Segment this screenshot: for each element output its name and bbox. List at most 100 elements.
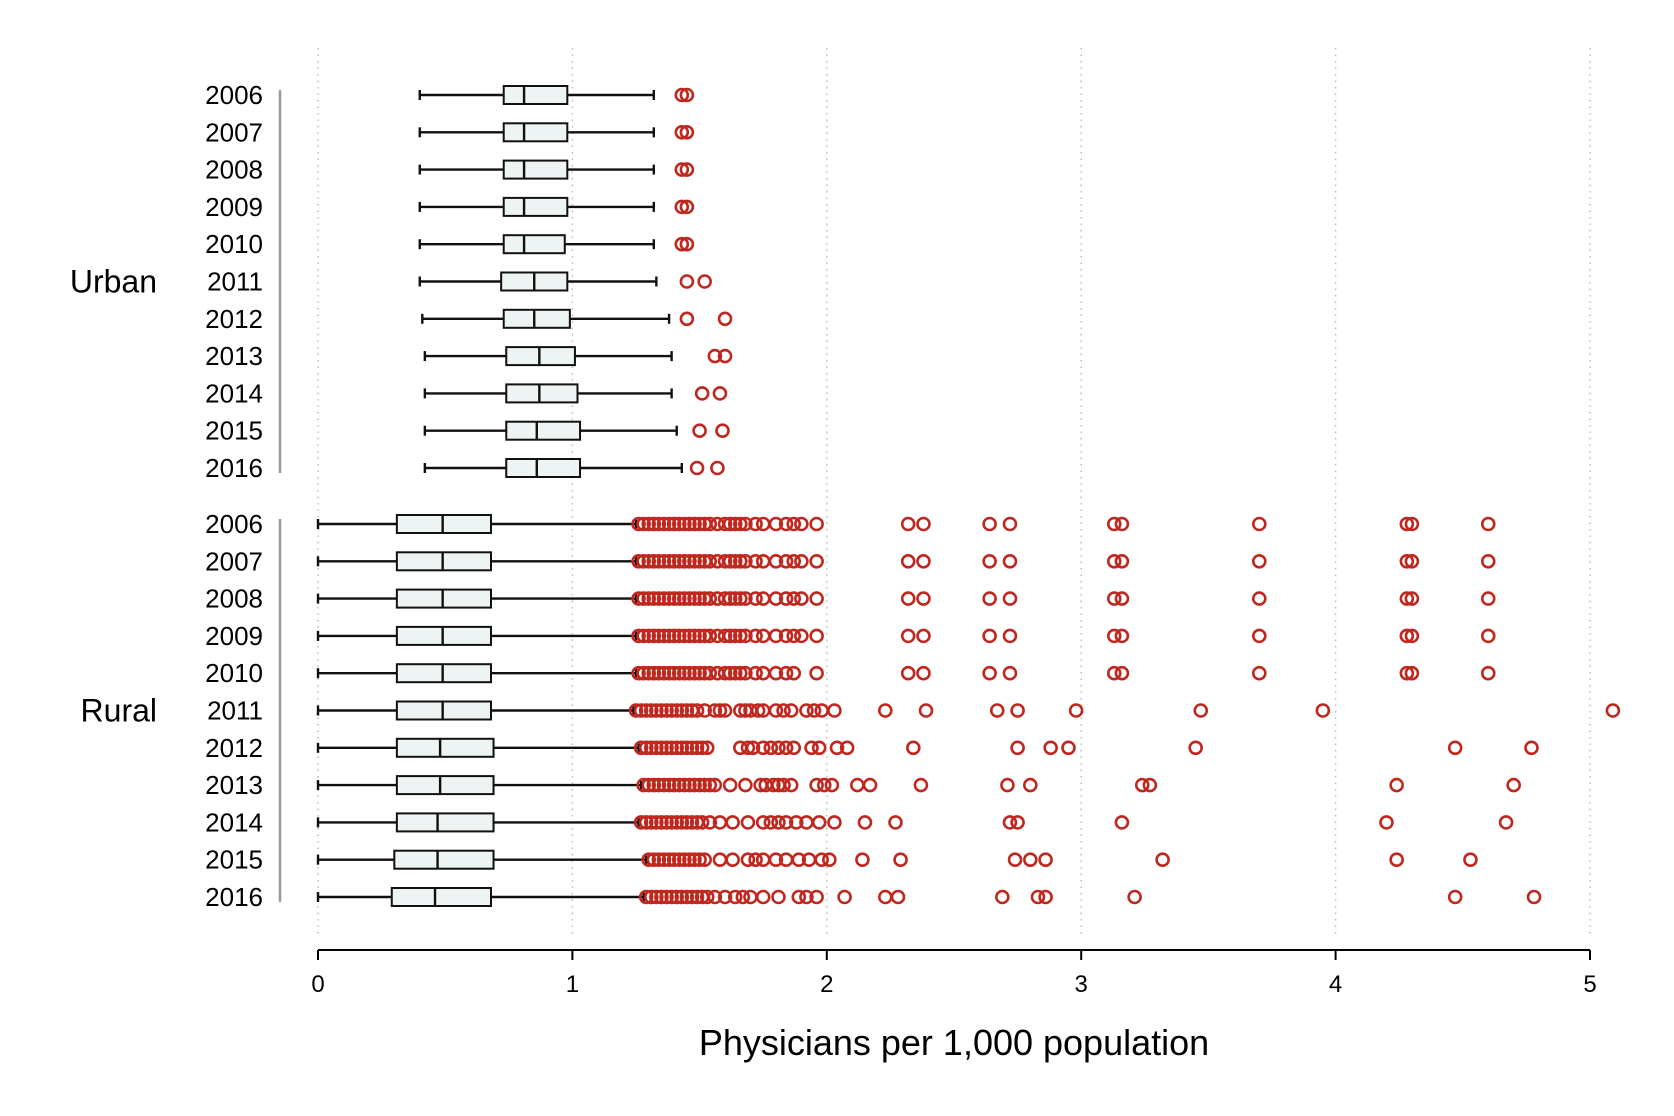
outlier-point	[646, 553, 662, 569]
iqr-box	[502, 85, 569, 105]
outlier-point	[763, 815, 779, 830]
outlier-point	[671, 628, 687, 644]
outlier-point	[669, 703, 685, 718]
outlier-point	[776, 777, 791, 793]
outlier-point	[916, 516, 931, 532]
iqr-box	[502, 308, 571, 329]
outlier-point	[682, 777, 697, 793]
outlier-point	[755, 591, 771, 606]
outlier-point	[725, 852, 740, 868]
outlier-point	[755, 628, 771, 644]
outlier-point	[687, 777, 702, 793]
outlier-point	[697, 852, 712, 868]
outlier-point	[636, 628, 651, 644]
outlier-point	[1114, 628, 1130, 644]
outlier-point	[684, 740, 700, 756]
iqr-box	[393, 849, 495, 870]
outlier-point	[794, 628, 809, 644]
outlier-point	[893, 852, 908, 868]
outlier-point	[768, 852, 784, 868]
outlier-point	[1404, 628, 1420, 644]
outlier-point	[643, 740, 659, 756]
outlier-point	[692, 852, 707, 868]
outlier-point	[656, 665, 672, 681]
outlier-point	[722, 628, 738, 644]
outlier-point	[755, 815, 771, 830]
outlier-point	[733, 553, 748, 569]
outlier-point	[900, 665, 916, 681]
outlier-point	[1480, 553, 1496, 569]
outlier-point	[654, 815, 669, 830]
outlier-point	[1000, 777, 1015, 793]
year-label: 2007	[205, 546, 263, 576]
box-row-urban-2011	[418, 271, 712, 292]
outlier-point	[694, 815, 710, 830]
outlier-point	[1106, 553, 1122, 569]
outlier-point	[791, 889, 807, 905]
outlier-point	[890, 889, 906, 905]
outlier-point	[778, 516, 794, 532]
outlier-point	[669, 815, 685, 830]
outlier-point	[804, 740, 819, 756]
x-tick-label: 4	[1329, 971, 1342, 998]
outlier-point	[694, 740, 710, 756]
outlier-point	[768, 553, 784, 569]
outlier-point	[1106, 516, 1122, 532]
outlier-point	[628, 703, 644, 718]
year-label: 2016	[205, 453, 263, 483]
outlier-point	[778, 740, 794, 756]
year-label: 2006	[205, 80, 263, 110]
outlier-point	[679, 162, 695, 177]
outlier-point	[707, 703, 723, 718]
outlier-point	[1399, 591, 1415, 606]
outlier-point	[692, 777, 707, 793]
outlier-point	[697, 703, 712, 718]
outlier-point	[982, 516, 997, 532]
box-row-urban-2007	[418, 122, 695, 143]
outlier-point	[827, 815, 842, 830]
iqr-box	[505, 346, 576, 367]
iqr-box	[505, 458, 582, 478]
outlier-point	[707, 777, 723, 793]
outlier-point	[641, 852, 657, 868]
outlier-point	[677, 516, 692, 532]
outlier-point	[636, 591, 651, 606]
outlier-point	[1404, 591, 1420, 606]
outlier-point	[839, 740, 855, 756]
outlier-point	[666, 591, 682, 606]
outlier-point	[631, 665, 646, 681]
outlier-point	[794, 591, 809, 606]
outlier-point	[646, 852, 662, 868]
outlier-point	[900, 516, 916, 532]
outlier-point	[799, 889, 814, 905]
iqr-box	[395, 737, 495, 758]
outlier-point	[811, 815, 827, 830]
outlier-point	[687, 553, 702, 569]
outlier-point	[641, 553, 657, 569]
outlier-point	[1106, 591, 1122, 606]
outlier-point	[717, 516, 733, 532]
box-row-urban-2015	[423, 420, 730, 441]
outlier-point	[692, 591, 707, 606]
outlier-point	[733, 665, 748, 681]
outlier-point	[982, 553, 997, 569]
outlier-point	[722, 591, 738, 606]
outlier-point	[862, 777, 878, 793]
outlier-point	[755, 740, 771, 756]
outlier-point	[778, 628, 794, 644]
year-label: 2008	[205, 584, 263, 614]
outlier-point	[717, 628, 733, 644]
outlier-point	[916, 665, 931, 681]
box-row-rural-2009	[316, 625, 1496, 646]
outlier-point	[982, 665, 997, 681]
group-labels: Urban Rural	[70, 264, 157, 729]
outlier-point	[1114, 516, 1130, 532]
outlier-point	[786, 553, 802, 569]
outlier-point	[633, 815, 649, 830]
outlier-point	[1114, 815, 1130, 830]
gridlines	[317, 48, 1591, 935]
outlier-point	[712, 703, 728, 718]
outlier-point	[806, 703, 822, 718]
outlier-point	[636, 553, 651, 569]
outlier-point	[1002, 516, 1018, 532]
